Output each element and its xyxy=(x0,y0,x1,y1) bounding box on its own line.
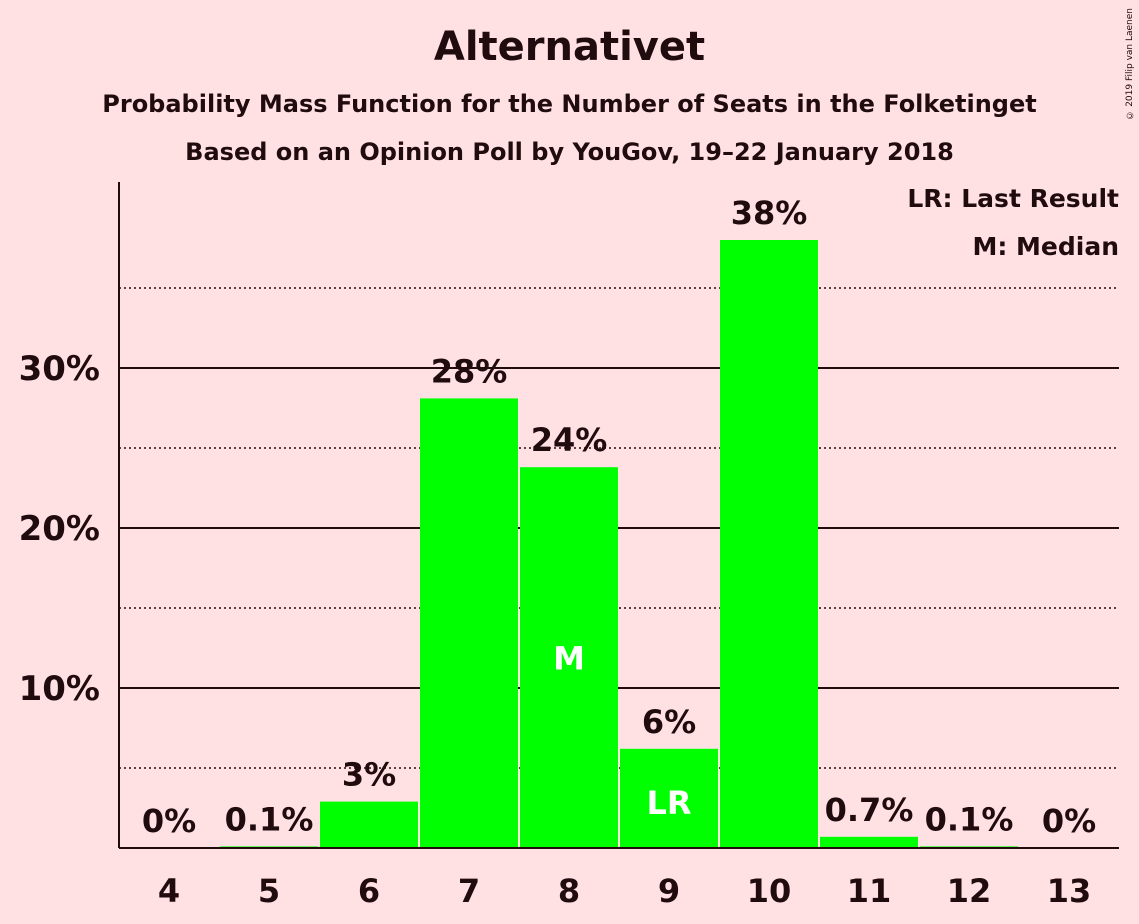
chart-source: Based on an Opinion Poll by YouGov, 19–2… xyxy=(185,138,954,166)
chart-subtitle: Probability Mass Function for the Number… xyxy=(102,90,1037,118)
x-tick-label: 5 xyxy=(258,872,280,910)
data-label: 0.1% xyxy=(225,800,314,838)
data-label: 38% xyxy=(731,194,808,232)
x-tick-label: 8 xyxy=(558,872,580,910)
data-label: 0% xyxy=(1042,802,1096,840)
y-tick-label: 20% xyxy=(19,509,100,549)
data-label: 0% xyxy=(142,802,196,840)
y-tick-label: 10% xyxy=(19,669,100,709)
chart-title: Alternativet xyxy=(433,24,706,70)
x-tick-label: 4 xyxy=(158,872,180,910)
bar xyxy=(820,836,918,848)
bar xyxy=(720,240,818,848)
y-tick-label: 30% xyxy=(19,349,100,389)
bar-marker: M xyxy=(553,640,585,678)
x-tick-label: 7 xyxy=(458,872,480,910)
x-tick-label: 13 xyxy=(1047,872,1092,910)
x-tick-label: 9 xyxy=(658,872,680,910)
bar-marker: LR xyxy=(646,784,691,822)
bar xyxy=(520,467,618,848)
bar xyxy=(320,801,418,848)
bar xyxy=(420,398,518,848)
data-label: 28% xyxy=(431,352,508,390)
data-label: 0.7% xyxy=(825,791,914,829)
x-tick-label: 11 xyxy=(847,872,892,910)
x-tick-label: 6 xyxy=(358,872,380,910)
data-label: 24% xyxy=(531,421,608,459)
legend-median: M: Median xyxy=(972,232,1119,261)
data-label: 0.1% xyxy=(925,800,1014,838)
data-label: 3% xyxy=(342,756,396,794)
legend-last-result: LR: Last Result xyxy=(907,184,1119,213)
data-label: 6% xyxy=(642,703,696,741)
x-tick-label: 10 xyxy=(747,872,792,910)
bar xyxy=(620,748,718,848)
x-tick-label: 12 xyxy=(947,872,992,910)
